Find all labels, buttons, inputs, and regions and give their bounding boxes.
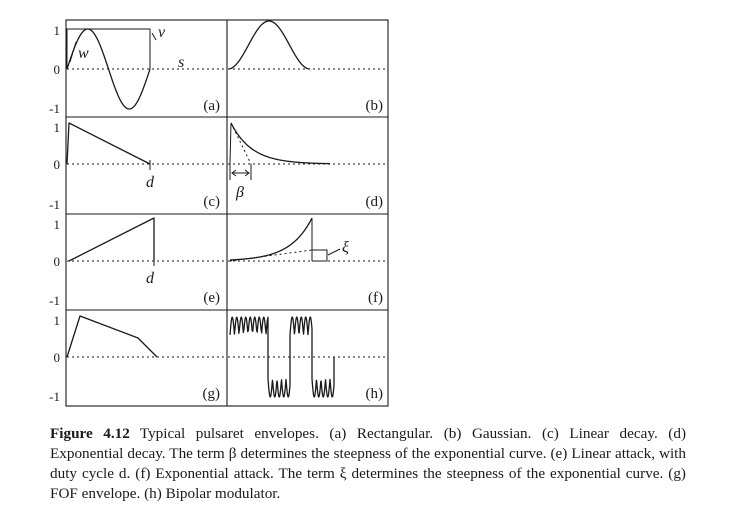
tick-minus-1: -1 <box>49 389 60 404</box>
pulsaret-envelope-figure: 1 0 -1 1 0 -1 1 0 -1 1 0 -1 w v s (a) (b… <box>49 19 389 407</box>
panel-g: (g) <box>66 315 221 402</box>
y-ticks-row-2: 1 0 -1 <box>49 120 60 212</box>
caption-text: Typical pulsaret envelopes. (a) Rectangu… <box>50 425 686 502</box>
panel-label-c: (c) <box>203 194 220 210</box>
panel-e: d (e) <box>68 217 220 306</box>
annotation-xi: ξ <box>342 239 349 256</box>
panel-c: d (c) <box>66 122 220 210</box>
annotation-d: d <box>146 270 155 287</box>
panel-label-g: (g) <box>203 386 221 402</box>
panel-label-e: (e) <box>203 290 220 306</box>
tangent-line <box>229 249 313 262</box>
tick-minus-1: -1 <box>49 101 60 116</box>
rectangular-envelope <box>66 28 151 69</box>
decay-attack-edge <box>229 122 232 165</box>
tick-1: 1 <box>54 23 61 38</box>
annotation-s: s <box>178 54 184 71</box>
tick-0: 0 <box>54 254 61 269</box>
tangent-line <box>230 122 252 165</box>
annotation-w: w <box>78 45 89 62</box>
y-ticks-row-4: 1 0 -1 <box>49 313 60 404</box>
annotation-d: d <box>146 174 155 191</box>
exponential-decay-curve <box>230 122 331 165</box>
y-ticks-row-3: 1 0 -1 <box>49 217 60 308</box>
fof-envelope-curve <box>66 315 158 358</box>
figure-number: Figure 4.12 <box>50 425 130 442</box>
beta-arrowhead-right <box>244 169 250 177</box>
bipolar-modulator-curve <box>229 316 335 398</box>
tick-minus-1: -1 <box>49 293 60 308</box>
beta-arrowhead-left <box>231 169 237 177</box>
panel-d: β (d) <box>229 122 384 210</box>
panel-b: (b) <box>227 20 384 114</box>
w-pointer <box>69 41 77 63</box>
panel-label-a: (a) <box>203 98 220 114</box>
annotation-beta: β <box>235 184 244 201</box>
sine-curve <box>66 28 151 110</box>
tick-1: 1 <box>54 217 61 232</box>
panel-f: ξ (f) <box>229 217 383 306</box>
panel-label-h: (h) <box>366 386 384 402</box>
gaussian-curve <box>227 20 311 70</box>
tick-1: 1 <box>54 120 61 135</box>
v-pointer <box>151 32 157 41</box>
annotation-v: v <box>158 24 166 41</box>
exponential-attack-curve <box>229 217 313 261</box>
tick-0: 0 <box>54 350 61 365</box>
tick-1: 1 <box>54 313 61 328</box>
xi-bracket <box>312 249 328 262</box>
panel-h: (h) <box>229 316 384 402</box>
linear-attack-curve <box>68 217 155 262</box>
tick-0: 0 <box>54 62 61 77</box>
tick-0: 0 <box>54 157 61 172</box>
panel-label-f: (f) <box>368 290 383 306</box>
y-ticks-row-1: 1 0 -1 <box>49 23 60 116</box>
panel-label-b: (b) <box>366 98 384 114</box>
panel-a: w v s (a) <box>66 24 220 114</box>
xi-pointer <box>327 248 341 256</box>
panel-label-d: (d) <box>366 194 384 210</box>
figure-caption: Figure 4.12 Typical pulsaret envelopes. (… <box>50 424 686 504</box>
linear-decay-curve <box>66 122 151 165</box>
tick-minus-1: -1 <box>49 197 60 212</box>
